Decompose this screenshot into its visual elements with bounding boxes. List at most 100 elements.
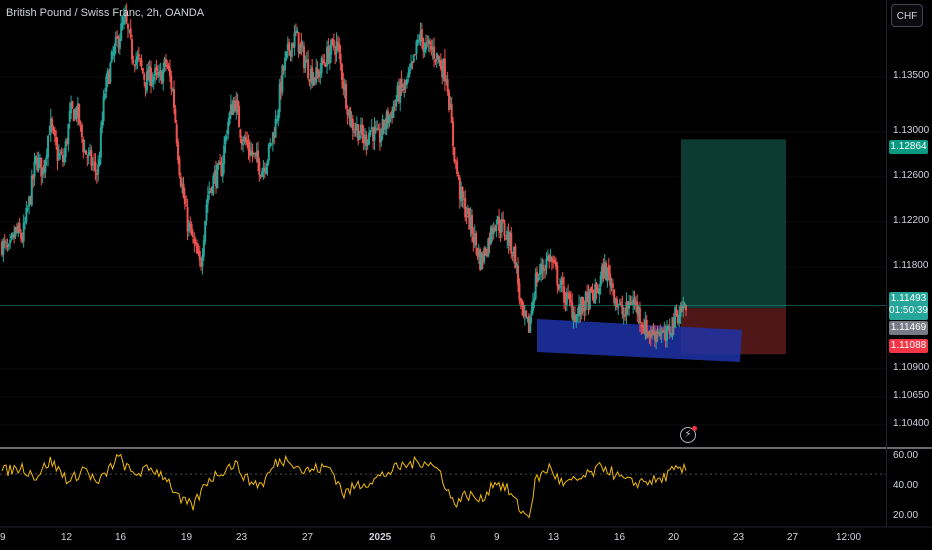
candle-body — [511, 255, 514, 257]
candle-body — [453, 147, 456, 162]
candle-body — [3, 240, 6, 243]
candle-body — [565, 292, 568, 305]
time-tick: 19 — [181, 532, 193, 543]
candle-body — [319, 70, 322, 76]
candle-body — [454, 160, 457, 162]
candle-body — [55, 137, 58, 146]
candle-body — [661, 330, 664, 332]
candle-body — [599, 275, 602, 287]
candle-body — [479, 249, 482, 270]
candle-body — [548, 255, 551, 262]
candle-body — [596, 291, 599, 293]
candle-body — [374, 127, 377, 129]
candle-body — [174, 108, 177, 123]
rsi-line — [1, 453, 687, 519]
candle-body — [148, 66, 151, 82]
currency-button[interactable]: CHF — [891, 4, 923, 27]
candle-body — [545, 258, 548, 269]
candle-body — [324, 64, 327, 67]
candle-body — [531, 300, 534, 311]
candle-body — [611, 283, 614, 288]
candle-body — [434, 60, 437, 62]
candle-body — [525, 310, 528, 318]
candle-body — [408, 69, 411, 75]
candle-body — [166, 64, 169, 67]
candle-body — [675, 309, 678, 316]
candle-body — [645, 320, 648, 338]
candle-body — [568, 293, 571, 300]
candle-body — [151, 80, 154, 85]
candle-body — [546, 255, 549, 260]
candle-body — [109, 62, 112, 83]
candle-body — [140, 59, 143, 67]
candle-body — [235, 100, 238, 113]
candle-body — [296, 30, 299, 34]
candle-body — [353, 130, 356, 133]
candle-body — [481, 254, 484, 263]
candle-body — [204, 221, 207, 242]
candle-body — [682, 305, 685, 310]
candle-body — [51, 118, 54, 128]
candle-body — [316, 69, 319, 73]
candle-body — [312, 78, 315, 86]
alert-icon[interactable]: ⚡ — [680, 426, 697, 443]
candle-body — [416, 39, 419, 44]
candle-body — [49, 118, 52, 133]
candle-body — [480, 253, 483, 270]
candle-body — [90, 150, 93, 166]
candle-body — [361, 124, 364, 136]
candle-body — [584, 291, 587, 310]
candle-body — [334, 50, 337, 56]
candle-body — [196, 243, 199, 254]
candle-body — [412, 54, 415, 63]
candle-body — [601, 266, 604, 277]
candle-body — [145, 71, 148, 91]
candle-body — [263, 167, 266, 173]
candle-body — [269, 142, 272, 146]
candle-body — [258, 161, 261, 175]
candle-body — [68, 110, 71, 123]
candle-body — [431, 48, 434, 51]
candle-body — [282, 66, 285, 71]
candle-body — [541, 265, 544, 271]
time-tick: 12:00 — [836, 532, 862, 543]
candle-body — [338, 43, 341, 53]
candle-body — [308, 79, 311, 83]
candle-body — [256, 150, 259, 163]
demand-zone[interactable] — [537, 319, 742, 362]
profit-zone[interactable] — [681, 139, 786, 309]
candle-body — [6, 244, 9, 248]
candle-body — [418, 39, 421, 41]
candle-body — [131, 39, 134, 60]
candle-body — [387, 111, 390, 123]
candle-body — [112, 53, 115, 55]
candle-body — [378, 129, 381, 143]
candle-body — [349, 107, 352, 126]
candle-body — [640, 325, 643, 327]
candle-body — [380, 135, 383, 143]
candle-body — [614, 300, 617, 304]
candle-body — [252, 152, 255, 155]
candle-body — [363, 134, 366, 142]
candle-body — [575, 315, 578, 323]
candle-body — [411, 61, 414, 63]
candle-body — [227, 122, 230, 135]
candle-body — [495, 225, 498, 231]
candle-body — [633, 298, 636, 305]
candle-body — [487, 239, 490, 257]
candle-body — [233, 100, 236, 111]
candle-body — [384, 125, 387, 130]
candle-body — [619, 302, 622, 304]
candle-body — [354, 128, 357, 130]
candle-body — [327, 46, 330, 64]
candle-body — [206, 195, 209, 204]
candle-body — [653, 332, 656, 341]
candle-body — [70, 102, 73, 114]
candle-body — [135, 59, 138, 65]
candle-body — [519, 298, 522, 303]
candle-body — [469, 215, 472, 229]
candle-body — [278, 83, 281, 112]
candle-body — [376, 128, 379, 130]
candle-body — [200, 261, 203, 267]
